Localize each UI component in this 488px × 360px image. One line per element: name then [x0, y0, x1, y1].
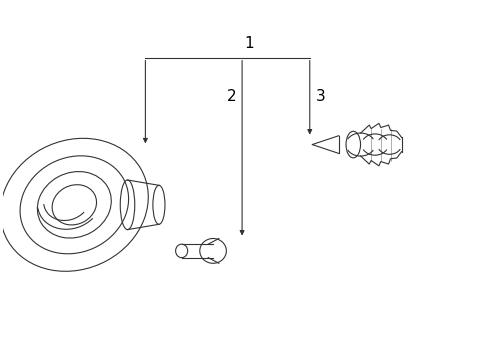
Text: 3: 3	[315, 89, 325, 104]
Text: 2: 2	[226, 89, 236, 104]
Text: 1: 1	[244, 36, 254, 51]
